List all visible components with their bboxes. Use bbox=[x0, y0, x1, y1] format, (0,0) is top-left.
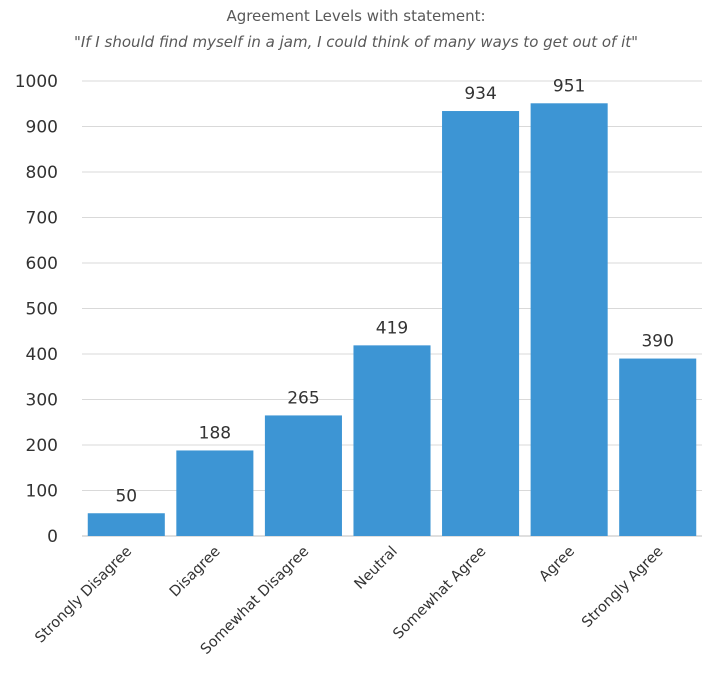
data-label: 951 bbox=[553, 76, 585, 96]
y-tick-label: 200 bbox=[26, 436, 58, 456]
bar bbox=[176, 450, 254, 536]
y-tick-label: 300 bbox=[26, 391, 58, 411]
bar bbox=[353, 345, 431, 536]
x-tick-label: Disagree bbox=[167, 543, 224, 600]
data-label: 419 bbox=[376, 318, 408, 338]
bar bbox=[442, 111, 520, 536]
data-label: 390 bbox=[641, 332, 673, 352]
x-tick-label: Neutral bbox=[352, 544, 401, 593]
x-tick-label: Agree bbox=[537, 543, 578, 584]
bar bbox=[530, 103, 608, 537]
y-tick-label: 800 bbox=[26, 163, 58, 183]
y-tick-label: 100 bbox=[26, 482, 58, 502]
data-labels: 50 188 265 419 934 951 390 bbox=[115, 76, 673, 506]
y-tick-label: 0 bbox=[47, 527, 58, 547]
chart-title: Agreement Levels with statement: bbox=[226, 7, 485, 25]
y-tick-label: 1000 bbox=[15, 72, 58, 92]
x-tick-label: Strongly Agree bbox=[579, 543, 666, 630]
data-label: 265 bbox=[287, 388, 319, 408]
y-tick-label: 900 bbox=[26, 118, 58, 138]
x-tick-label: Somewhat Agree bbox=[390, 543, 489, 642]
data-label: 188 bbox=[199, 423, 231, 443]
bar bbox=[264, 415, 342, 536]
bar bbox=[619, 358, 697, 536]
data-label: 934 bbox=[464, 84, 496, 104]
x-tick-label: Strongly Disagree bbox=[32, 543, 135, 646]
bars bbox=[87, 103, 697, 537]
chart-subtitle: "If I should find myself in a jam, I cou… bbox=[74, 33, 638, 51]
y-tick-label: 600 bbox=[26, 254, 58, 274]
bar bbox=[87, 513, 165, 536]
y-tick-label: 700 bbox=[26, 209, 58, 229]
y-axis-ticks: 0 100 200 300 400 500 600 700 800 900 1000 bbox=[15, 72, 58, 547]
data-label: 50 bbox=[115, 486, 137, 506]
y-tick-label: 400 bbox=[26, 345, 58, 365]
y-tick-label: 500 bbox=[26, 300, 58, 320]
